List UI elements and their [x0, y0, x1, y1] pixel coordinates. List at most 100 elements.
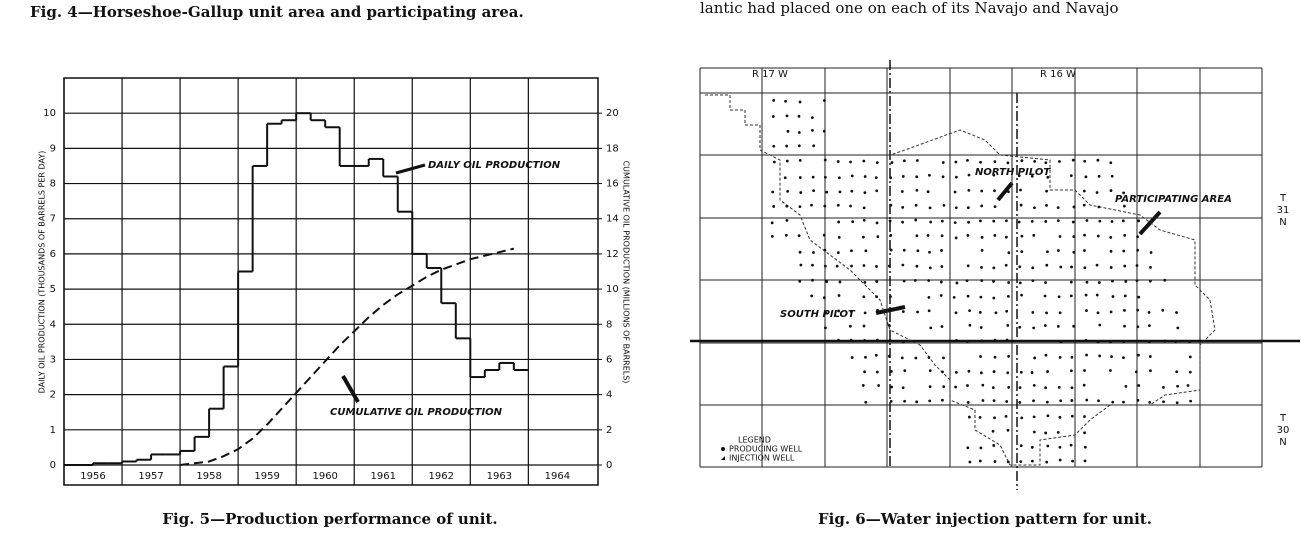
well	[928, 369, 932, 373]
well	[785, 114, 789, 118]
well	[772, 160, 776, 164]
well	[862, 218, 866, 222]
well	[1186, 384, 1190, 387]
well	[1072, 205, 1076, 209]
y2-tick-label: 10	[606, 284, 619, 295]
well	[837, 176, 841, 180]
well	[915, 159, 919, 162]
well	[1017, 220, 1021, 224]
well	[875, 221, 879, 225]
well	[1058, 355, 1062, 359]
well	[823, 158, 827, 162]
y2-tick-label: 4	[606, 390, 612, 401]
well	[902, 248, 906, 252]
x-tick-label: 1964	[545, 471, 570, 482]
x-tick-label: 1957	[138, 471, 163, 482]
well	[968, 309, 972, 313]
well	[1122, 191, 1126, 195]
township-label: N	[1279, 437, 1286, 448]
well	[1020, 234, 1024, 238]
well	[771, 115, 775, 118]
well	[1018, 401, 1022, 404]
well	[994, 311, 998, 315]
well	[1032, 326, 1036, 330]
well	[889, 176, 893, 180]
well	[967, 415, 971, 419]
well	[1163, 339, 1167, 343]
well	[1123, 233, 1127, 237]
well	[1031, 279, 1035, 283]
well	[875, 161, 879, 164]
well	[1136, 248, 1140, 252]
well	[1083, 431, 1086, 435]
well	[1085, 398, 1089, 402]
well	[1032, 415, 1036, 419]
well	[1046, 414, 1050, 418]
range-label: R 17 W	[752, 69, 788, 80]
well	[1124, 384, 1128, 388]
well	[850, 356, 854, 359]
well	[1059, 265, 1063, 269]
well	[942, 356, 945, 360]
well	[966, 294, 970, 298]
well	[1096, 158, 1100, 162]
well	[902, 279, 906, 283]
well	[929, 220, 933, 224]
well	[1110, 355, 1113, 359]
well	[822, 296, 826, 300]
well	[1083, 233, 1086, 237]
well	[953, 190, 957, 194]
well	[1098, 219, 1102, 223]
well	[798, 176, 802, 179]
well	[1059, 399, 1063, 403]
well	[1043, 294, 1047, 298]
annotation-arrow	[395, 163, 426, 175]
well	[786, 190, 790, 193]
well	[810, 294, 814, 298]
well	[848, 324, 852, 328]
figure-5: Fig. 5—Production performance of unit. D…	[38, 77, 631, 528]
well	[888, 219, 892, 223]
well	[784, 233, 788, 237]
well	[851, 220, 855, 224]
well	[1111, 295, 1115, 298]
well	[863, 280, 867, 284]
well	[940, 249, 943, 252]
well	[1137, 219, 1141, 223]
well	[981, 399, 985, 402]
well	[1007, 190, 1010, 194]
well	[875, 189, 879, 193]
well	[1098, 354, 1102, 358]
well	[1121, 219, 1125, 223]
well	[1123, 264, 1127, 268]
well	[1123, 294, 1127, 298]
y2-tick-label: 8	[606, 319, 612, 330]
y-tick-label: 5	[50, 284, 56, 295]
well	[1019, 188, 1022, 192]
well	[1122, 340, 1126, 343]
well	[864, 400, 868, 404]
township-label: 31	[1277, 205, 1290, 216]
well	[992, 280, 995, 283]
x-tick-label: 1956	[80, 471, 105, 482]
well	[862, 295, 866, 299]
well	[992, 266, 996, 270]
well	[940, 325, 944, 328]
well	[968, 460, 972, 464]
well	[1007, 251, 1011, 255]
well	[850, 264, 853, 268]
well	[875, 338, 879, 342]
well	[1030, 219, 1034, 223]
well	[1072, 235, 1076, 239]
well	[1084, 338, 1088, 342]
well	[1033, 159, 1037, 163]
well	[1070, 414, 1074, 418]
well	[1109, 249, 1113, 253]
well	[1084, 175, 1088, 179]
well	[1056, 206, 1060, 210]
well	[1096, 340, 1100, 344]
well	[1097, 399, 1100, 403]
well	[928, 173, 931, 177]
well	[1149, 265, 1152, 269]
well	[927, 295, 931, 299]
